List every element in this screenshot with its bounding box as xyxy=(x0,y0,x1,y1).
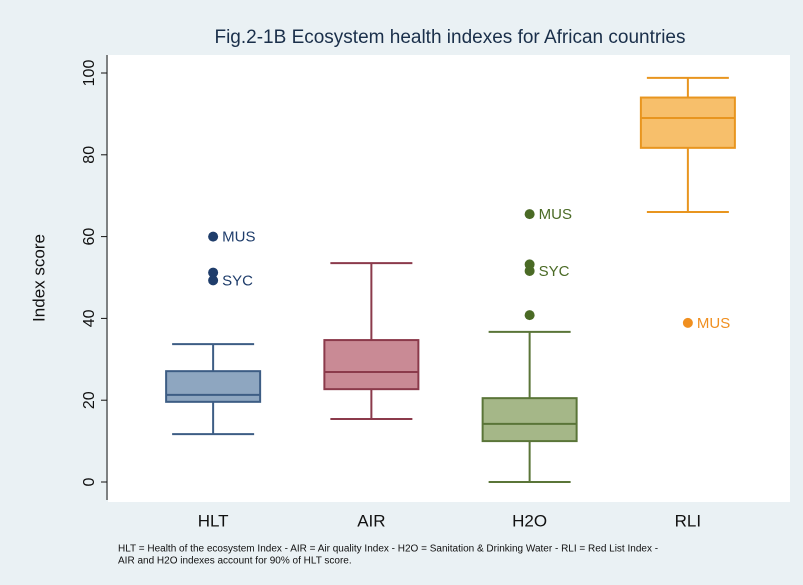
y-axis-title: Index score xyxy=(29,234,48,322)
y-tick-label: 20 xyxy=(81,391,98,409)
outlier xyxy=(208,275,219,286)
x-tick-label: AIR xyxy=(357,511,385,530)
chart-title: Fig.2-1B Ecosystem health indexes for Af… xyxy=(214,27,685,48)
y-tick-label: 100 xyxy=(81,60,98,87)
box xyxy=(323,339,420,391)
outlier xyxy=(208,231,219,242)
footnote: HLT = Health of the ecosystem Index - AI… xyxy=(118,544,658,555)
y-tick-label: 0 xyxy=(81,477,98,486)
x-tick-label: HLT xyxy=(198,511,229,530)
outlier-label: SYC xyxy=(222,272,253,289)
box xyxy=(639,96,736,149)
box xyxy=(165,370,262,403)
outlier-label: MUS xyxy=(222,229,255,246)
outlier xyxy=(524,209,535,220)
outlier xyxy=(208,267,219,278)
y-tick-label: 80 xyxy=(81,146,98,164)
y-tick-label: 60 xyxy=(81,228,98,246)
outlier-label: MUS xyxy=(697,315,730,332)
outlier-label: MUS xyxy=(539,206,572,223)
outlier-label: SYC xyxy=(539,263,570,280)
x-tick-label: H2O xyxy=(512,511,547,530)
outlier xyxy=(682,317,693,328)
y-tick-label: 40 xyxy=(81,309,98,327)
footnote: AIR and H2O indexes account for 90% of H… xyxy=(118,556,352,567)
x-tick-label: RLI xyxy=(675,511,701,530)
outlier xyxy=(524,310,535,321)
box xyxy=(481,397,578,443)
outlier xyxy=(524,265,535,276)
